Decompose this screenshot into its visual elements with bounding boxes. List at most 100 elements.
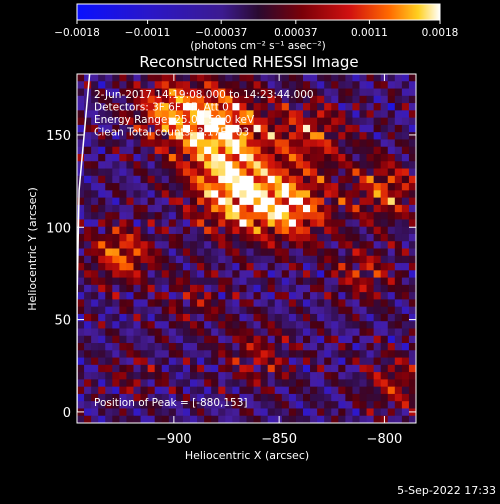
heatmap-cell — [218, 299, 226, 308]
heatmap-cell — [373, 95, 382, 104]
heatmap-cell — [91, 95, 99, 104]
heatmap-cell — [225, 124, 233, 133]
heatmap-cell — [310, 241, 318, 250]
heatmap-cell — [98, 343, 106, 351]
heatmap-cell — [408, 343, 416, 351]
heatmap-cell — [373, 161, 382, 170]
heatmap-cell — [359, 88, 368, 97]
heatmap-cell — [140, 292, 149, 300]
heatmap-cell — [239, 299, 248, 308]
heatmap-cell — [295, 183, 304, 191]
heatmap-cell — [288, 263, 297, 271]
heatmap-cell — [408, 175, 416, 184]
heatmap-cell — [77, 103, 85, 111]
heatmap-cell — [401, 306, 410, 315]
heatmap-cell — [246, 110, 255, 119]
heatmap-cell — [380, 168, 389, 177]
heatmap-cell — [338, 139, 346, 148]
heatmap-cell — [105, 95, 113, 104]
heatmap-cell — [295, 146, 304, 155]
heatmap-cell — [98, 401, 106, 410]
heatmap-cell — [147, 233, 156, 242]
heatmap-cell — [98, 364, 106, 373]
heatmap-cell — [154, 226, 163, 235]
heatmap-cell — [182, 393, 191, 402]
heatmap-cell — [84, 408, 92, 417]
heatmap-cell — [267, 386, 276, 395]
heatmap-cell — [175, 306, 184, 315]
heatmap-cell — [98, 103, 106, 111]
heatmap-cell — [77, 299, 85, 308]
heatmap-cell — [303, 415, 311, 423]
heatmap-cell — [366, 161, 375, 170]
heatmap-cell — [317, 277, 325, 286]
heatmap-cell — [140, 364, 149, 373]
heatmap-cell — [274, 153, 283, 162]
x-axis-label: Heliocentric X (arcsec) — [185, 449, 309, 462]
heatmap-cell — [204, 190, 212, 199]
heatmap-cell — [253, 364, 262, 373]
heatmap-cell — [105, 386, 113, 395]
heatmap-cell — [112, 335, 120, 344]
heatmap-cell — [246, 81, 255, 90]
heatmap-cell — [394, 161, 403, 170]
heatmap-cell — [246, 255, 255, 264]
heatmap-cell — [168, 372, 177, 380]
heatmap-cell — [218, 321, 226, 330]
heatmap-cell — [147, 408, 156, 417]
heatmap-cell — [303, 284, 311, 293]
heatmap-cell — [274, 343, 283, 351]
heatmap-cell — [324, 233, 332, 242]
heatmap-cell — [253, 255, 262, 264]
heatmap-cell — [267, 408, 276, 417]
heatmap-cell — [274, 197, 283, 206]
heatmap-cell — [126, 313, 135, 322]
heatmap-cell — [345, 277, 354, 286]
heatmap-cell — [246, 175, 255, 184]
heatmap-cell — [119, 292, 128, 300]
heatmap-cell — [387, 139, 396, 148]
heatmap-cell — [317, 175, 325, 184]
heatmap-cell — [77, 415, 85, 423]
heatmap-cell — [168, 386, 177, 395]
heatmap-cell — [84, 168, 92, 177]
heatmap-cell — [204, 183, 212, 191]
heatmap-cell — [295, 364, 304, 373]
heatmap-cell — [112, 233, 120, 242]
heatmap-cell — [232, 146, 241, 155]
heatmap-cell — [112, 219, 120, 228]
heatmap-cell — [126, 343, 135, 351]
heatmap-cell — [197, 161, 205, 170]
heatmap-cell — [84, 277, 92, 286]
heatmap-cell — [175, 255, 184, 264]
heatmap-cell — [317, 132, 325, 141]
colorbar-tick-label: 0.0018 — [422, 27, 459, 39]
heatmap-cell — [126, 153, 135, 162]
heatmap-cell — [98, 168, 106, 177]
heatmap-cell — [324, 343, 332, 351]
heatmap-cell — [175, 161, 184, 170]
heatmap-cell — [253, 124, 262, 133]
heatmap-cell — [380, 306, 389, 315]
heatmap-cell — [288, 110, 297, 119]
heatmap-cell — [324, 364, 332, 373]
heatmap-cell — [225, 263, 233, 271]
heatmap-cell — [295, 335, 304, 344]
heatmap-cell — [267, 263, 276, 271]
heatmap-cell — [345, 190, 354, 199]
heatmap-cell — [204, 357, 212, 366]
heatmap-cell — [295, 241, 304, 250]
heatmap-cell — [253, 74, 262, 82]
heatmap-cell — [211, 117, 219, 126]
heatmap-cell — [211, 248, 219, 257]
heatmap-cell — [225, 364, 233, 373]
heatmap-cell — [133, 306, 142, 315]
heatmap-cell — [331, 306, 339, 315]
heatmap-cell — [274, 132, 283, 141]
heatmap-cell — [345, 415, 354, 423]
heatmap-cell — [352, 212, 361, 221]
heatmap-cell — [211, 146, 219, 155]
heatmap-cell — [267, 379, 276, 388]
heatmap-cell — [218, 132, 226, 141]
heatmap-cell — [197, 226, 205, 235]
